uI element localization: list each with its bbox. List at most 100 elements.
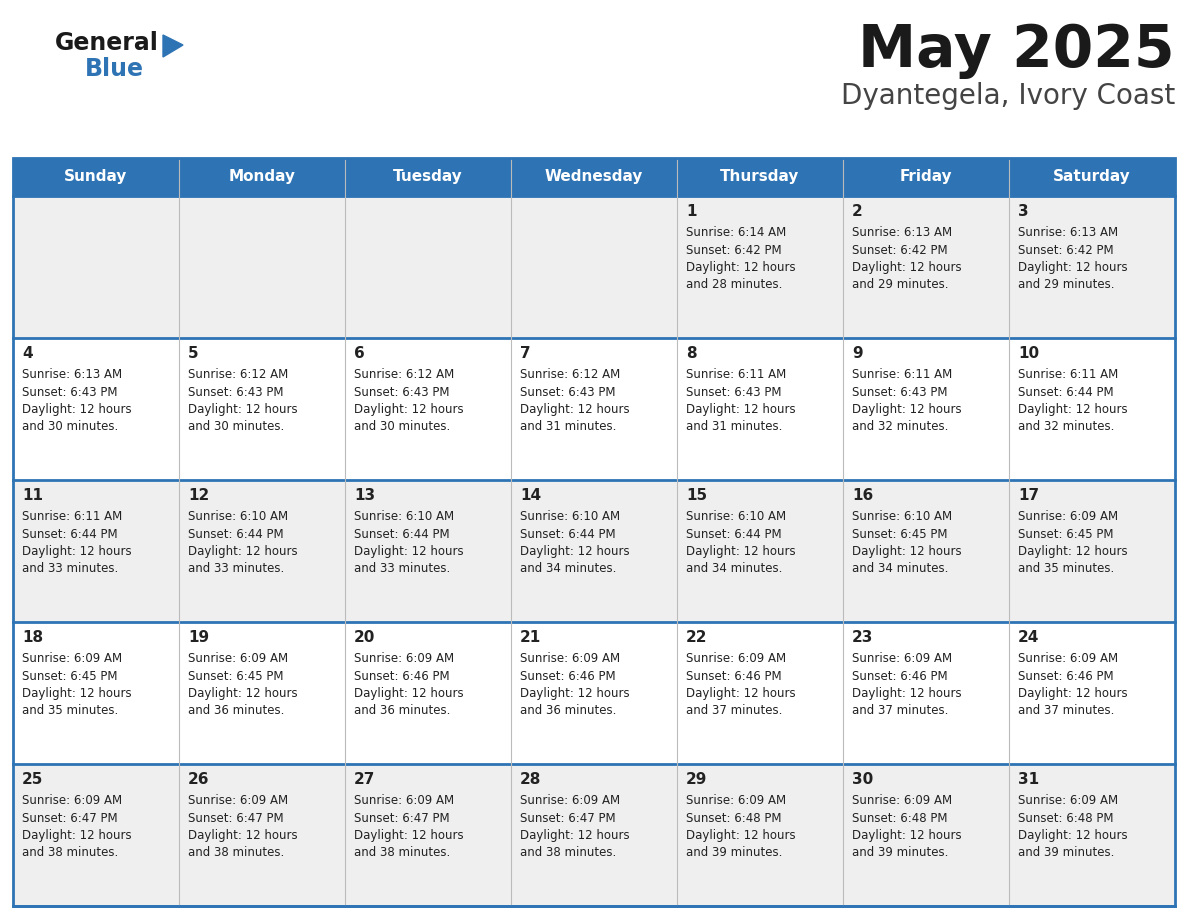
Text: Sunset: 6:47 PM: Sunset: 6:47 PM — [520, 812, 615, 824]
Text: and 30 minutes.: and 30 minutes. — [188, 420, 284, 433]
Text: Sunday: Sunday — [64, 170, 127, 185]
Text: Daylight: 12 hours: Daylight: 12 hours — [188, 403, 298, 416]
Text: 6: 6 — [354, 346, 365, 361]
Text: Sunset: 6:44 PM: Sunset: 6:44 PM — [188, 528, 284, 541]
Text: Sunrise: 6:09 AM: Sunrise: 6:09 AM — [354, 652, 454, 665]
Text: 25: 25 — [23, 772, 44, 787]
Text: General: General — [55, 31, 159, 55]
Text: Sunrise: 6:13 AM: Sunrise: 6:13 AM — [852, 226, 952, 239]
Text: Sunrise: 6:10 AM: Sunrise: 6:10 AM — [852, 510, 952, 523]
Text: Daylight: 12 hours: Daylight: 12 hours — [354, 403, 463, 416]
Text: Sunrise: 6:12 AM: Sunrise: 6:12 AM — [188, 368, 289, 381]
Text: Sunrise: 6:09 AM: Sunrise: 6:09 AM — [685, 652, 786, 665]
Text: Sunrise: 6:09 AM: Sunrise: 6:09 AM — [23, 794, 122, 807]
Text: Sunset: 6:43 PM: Sunset: 6:43 PM — [354, 386, 449, 398]
Text: Sunset: 6:47 PM: Sunset: 6:47 PM — [354, 812, 449, 824]
Text: Daylight: 12 hours: Daylight: 12 hours — [354, 545, 463, 558]
Text: 10: 10 — [1018, 346, 1040, 361]
Text: and 37 minutes.: and 37 minutes. — [1018, 704, 1114, 718]
Text: Tuesday: Tuesday — [393, 170, 463, 185]
Text: 13: 13 — [354, 488, 375, 503]
Text: Sunset: 6:44 PM: Sunset: 6:44 PM — [685, 528, 782, 541]
Text: Daylight: 12 hours: Daylight: 12 hours — [188, 545, 298, 558]
Text: Sunrise: 6:09 AM: Sunrise: 6:09 AM — [1018, 510, 1118, 523]
Text: Sunrise: 6:09 AM: Sunrise: 6:09 AM — [1018, 652, 1118, 665]
Text: Sunset: 6:43 PM: Sunset: 6:43 PM — [685, 386, 782, 398]
Text: Dyantegela, Ivory Coast: Dyantegela, Ivory Coast — [841, 82, 1175, 110]
Text: Daylight: 12 hours: Daylight: 12 hours — [188, 687, 298, 700]
Text: and 29 minutes.: and 29 minutes. — [852, 278, 948, 292]
Text: Sunrise: 6:12 AM: Sunrise: 6:12 AM — [520, 368, 620, 381]
Text: Sunset: 6:46 PM: Sunset: 6:46 PM — [354, 669, 449, 682]
Text: 28: 28 — [520, 772, 542, 787]
Text: Monday: Monday — [228, 170, 296, 185]
Text: Daylight: 12 hours: Daylight: 12 hours — [520, 687, 630, 700]
Text: Daylight: 12 hours: Daylight: 12 hours — [685, 403, 796, 416]
Text: Sunrise: 6:09 AM: Sunrise: 6:09 AM — [852, 652, 952, 665]
Text: Daylight: 12 hours: Daylight: 12 hours — [23, 403, 132, 416]
Text: and 33 minutes.: and 33 minutes. — [188, 563, 284, 576]
Text: Wednesday: Wednesday — [545, 170, 643, 185]
Text: 8: 8 — [685, 346, 696, 361]
Text: Sunrise: 6:12 AM: Sunrise: 6:12 AM — [354, 368, 454, 381]
Text: Sunrise: 6:09 AM: Sunrise: 6:09 AM — [188, 794, 289, 807]
Text: Sunrise: 6:09 AM: Sunrise: 6:09 AM — [354, 794, 454, 807]
Text: 15: 15 — [685, 488, 707, 503]
Text: Sunrise: 6:10 AM: Sunrise: 6:10 AM — [354, 510, 454, 523]
Bar — [13, 480, 1175, 622]
Text: Sunrise: 6:09 AM: Sunrise: 6:09 AM — [23, 652, 122, 665]
Text: and 32 minutes.: and 32 minutes. — [1018, 420, 1114, 433]
Text: 31: 31 — [1018, 772, 1040, 787]
Text: Daylight: 12 hours: Daylight: 12 hours — [685, 261, 796, 274]
Text: 14: 14 — [520, 488, 541, 503]
Text: Sunset: 6:46 PM: Sunset: 6:46 PM — [685, 669, 782, 682]
Text: Friday: Friday — [899, 170, 953, 185]
Text: and 38 minutes.: and 38 minutes. — [23, 846, 119, 859]
Text: Sunrise: 6:09 AM: Sunrise: 6:09 AM — [188, 652, 289, 665]
Text: and 34 minutes.: and 34 minutes. — [852, 563, 948, 576]
Text: Blue: Blue — [86, 57, 144, 81]
Text: Sunrise: 6:11 AM: Sunrise: 6:11 AM — [852, 368, 953, 381]
Text: and 39 minutes.: and 39 minutes. — [852, 846, 948, 859]
Text: Daylight: 12 hours: Daylight: 12 hours — [354, 829, 463, 842]
Text: and 30 minutes.: and 30 minutes. — [23, 420, 119, 433]
Text: Sunrise: 6:14 AM: Sunrise: 6:14 AM — [685, 226, 786, 239]
Text: Sunset: 6:42 PM: Sunset: 6:42 PM — [685, 243, 782, 256]
Text: Sunset: 6:45 PM: Sunset: 6:45 PM — [188, 669, 284, 682]
Text: and 38 minutes.: and 38 minutes. — [354, 846, 450, 859]
Text: Sunset: 6:45 PM: Sunset: 6:45 PM — [23, 669, 118, 682]
Text: Daylight: 12 hours: Daylight: 12 hours — [1018, 829, 1127, 842]
Polygon shape — [163, 35, 183, 57]
Text: Sunset: 6:46 PM: Sunset: 6:46 PM — [852, 669, 948, 682]
Text: 18: 18 — [23, 630, 43, 645]
Text: and 37 minutes.: and 37 minutes. — [852, 704, 948, 718]
Text: Daylight: 12 hours: Daylight: 12 hours — [1018, 545, 1127, 558]
Text: Daylight: 12 hours: Daylight: 12 hours — [23, 829, 132, 842]
Text: Sunset: 6:48 PM: Sunset: 6:48 PM — [685, 812, 782, 824]
Text: Daylight: 12 hours: Daylight: 12 hours — [520, 829, 630, 842]
Text: and 32 minutes.: and 32 minutes. — [852, 420, 948, 433]
Text: Sunset: 6:48 PM: Sunset: 6:48 PM — [1018, 812, 1113, 824]
Bar — [13, 196, 1175, 338]
Text: 22: 22 — [685, 630, 708, 645]
Text: Sunset: 6:47 PM: Sunset: 6:47 PM — [188, 812, 284, 824]
Text: and 36 minutes.: and 36 minutes. — [354, 704, 450, 718]
Text: Sunrise: 6:09 AM: Sunrise: 6:09 AM — [685, 794, 786, 807]
Text: 20: 20 — [354, 630, 375, 645]
Text: and 36 minutes.: and 36 minutes. — [520, 704, 617, 718]
Text: and 39 minutes.: and 39 minutes. — [685, 846, 783, 859]
Text: 16: 16 — [852, 488, 873, 503]
Text: and 38 minutes.: and 38 minutes. — [520, 846, 617, 859]
Text: Daylight: 12 hours: Daylight: 12 hours — [1018, 403, 1127, 416]
Text: Sunset: 6:42 PM: Sunset: 6:42 PM — [1018, 243, 1113, 256]
Text: Sunrise: 6:09 AM: Sunrise: 6:09 AM — [520, 652, 620, 665]
Text: Sunset: 6:42 PM: Sunset: 6:42 PM — [852, 243, 948, 256]
Text: 29: 29 — [685, 772, 707, 787]
Bar — [13, 622, 1175, 764]
Text: Sunset: 6:44 PM: Sunset: 6:44 PM — [520, 528, 615, 541]
Text: 17: 17 — [1018, 488, 1040, 503]
Text: and 34 minutes.: and 34 minutes. — [520, 563, 617, 576]
Text: Sunrise: 6:11 AM: Sunrise: 6:11 AM — [23, 510, 122, 523]
Text: 26: 26 — [188, 772, 209, 787]
Text: Sunset: 6:43 PM: Sunset: 6:43 PM — [520, 386, 615, 398]
